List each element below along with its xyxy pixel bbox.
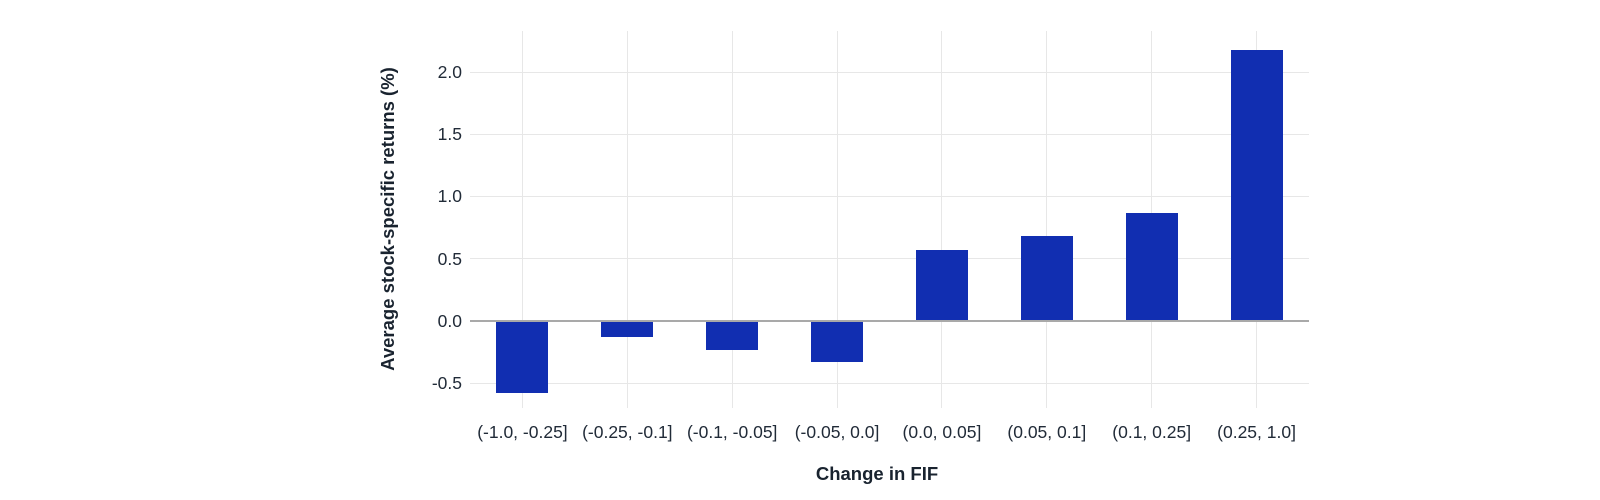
bar xyxy=(811,320,864,362)
bar xyxy=(1230,49,1283,321)
vertical-gridline xyxy=(1046,31,1048,408)
y-tick-label: 1.5 xyxy=(437,124,462,145)
x-axis-title: Change in FIF xyxy=(815,463,939,484)
x-tick-label: (-0.25, -0.1] xyxy=(582,422,673,442)
vertical-gridline xyxy=(941,31,943,408)
y-tick-label: 1.0 xyxy=(437,186,462,207)
bar xyxy=(706,320,759,350)
x-tick-label: (-1.0, -0.25] xyxy=(477,422,568,442)
x-tick-label: (-0.1, -0.05] xyxy=(686,422,778,442)
horizontal-gridline xyxy=(470,258,1309,260)
x-tick-label: (-0.05, 0.0] xyxy=(794,422,880,442)
vertical-gridline xyxy=(626,31,628,408)
x-tick-label: (0.0, 0.05] xyxy=(902,422,982,442)
y-axis-title: Average stock-specific returns (%) xyxy=(377,67,398,371)
x-tick-label: (0.05, 0.1] xyxy=(1007,422,1087,442)
horizontal-gridline xyxy=(470,133,1309,135)
y-tick-label: -0.5 xyxy=(431,373,462,394)
vertical-gridline xyxy=(836,31,838,408)
y-tick-label: 2.0 xyxy=(437,62,462,83)
bar xyxy=(1020,236,1073,321)
horizontal-gridline xyxy=(470,382,1309,384)
x-tick-label: (0.25, 1.0] xyxy=(1217,422,1296,442)
vertical-gridline xyxy=(521,31,523,408)
bar xyxy=(496,320,549,394)
zero-axis-line xyxy=(470,319,1309,322)
bar xyxy=(601,320,654,338)
vertical-gridline xyxy=(731,31,733,408)
horizontal-gridline xyxy=(470,71,1309,73)
y-tick-label: 0.0 xyxy=(437,310,462,331)
bar xyxy=(915,249,968,321)
horizontal-gridline xyxy=(470,195,1309,197)
y-tick-label: 0.5 xyxy=(437,248,462,269)
x-tick-label: (0.1, 0.25] xyxy=(1112,422,1192,442)
bar xyxy=(1125,212,1178,321)
